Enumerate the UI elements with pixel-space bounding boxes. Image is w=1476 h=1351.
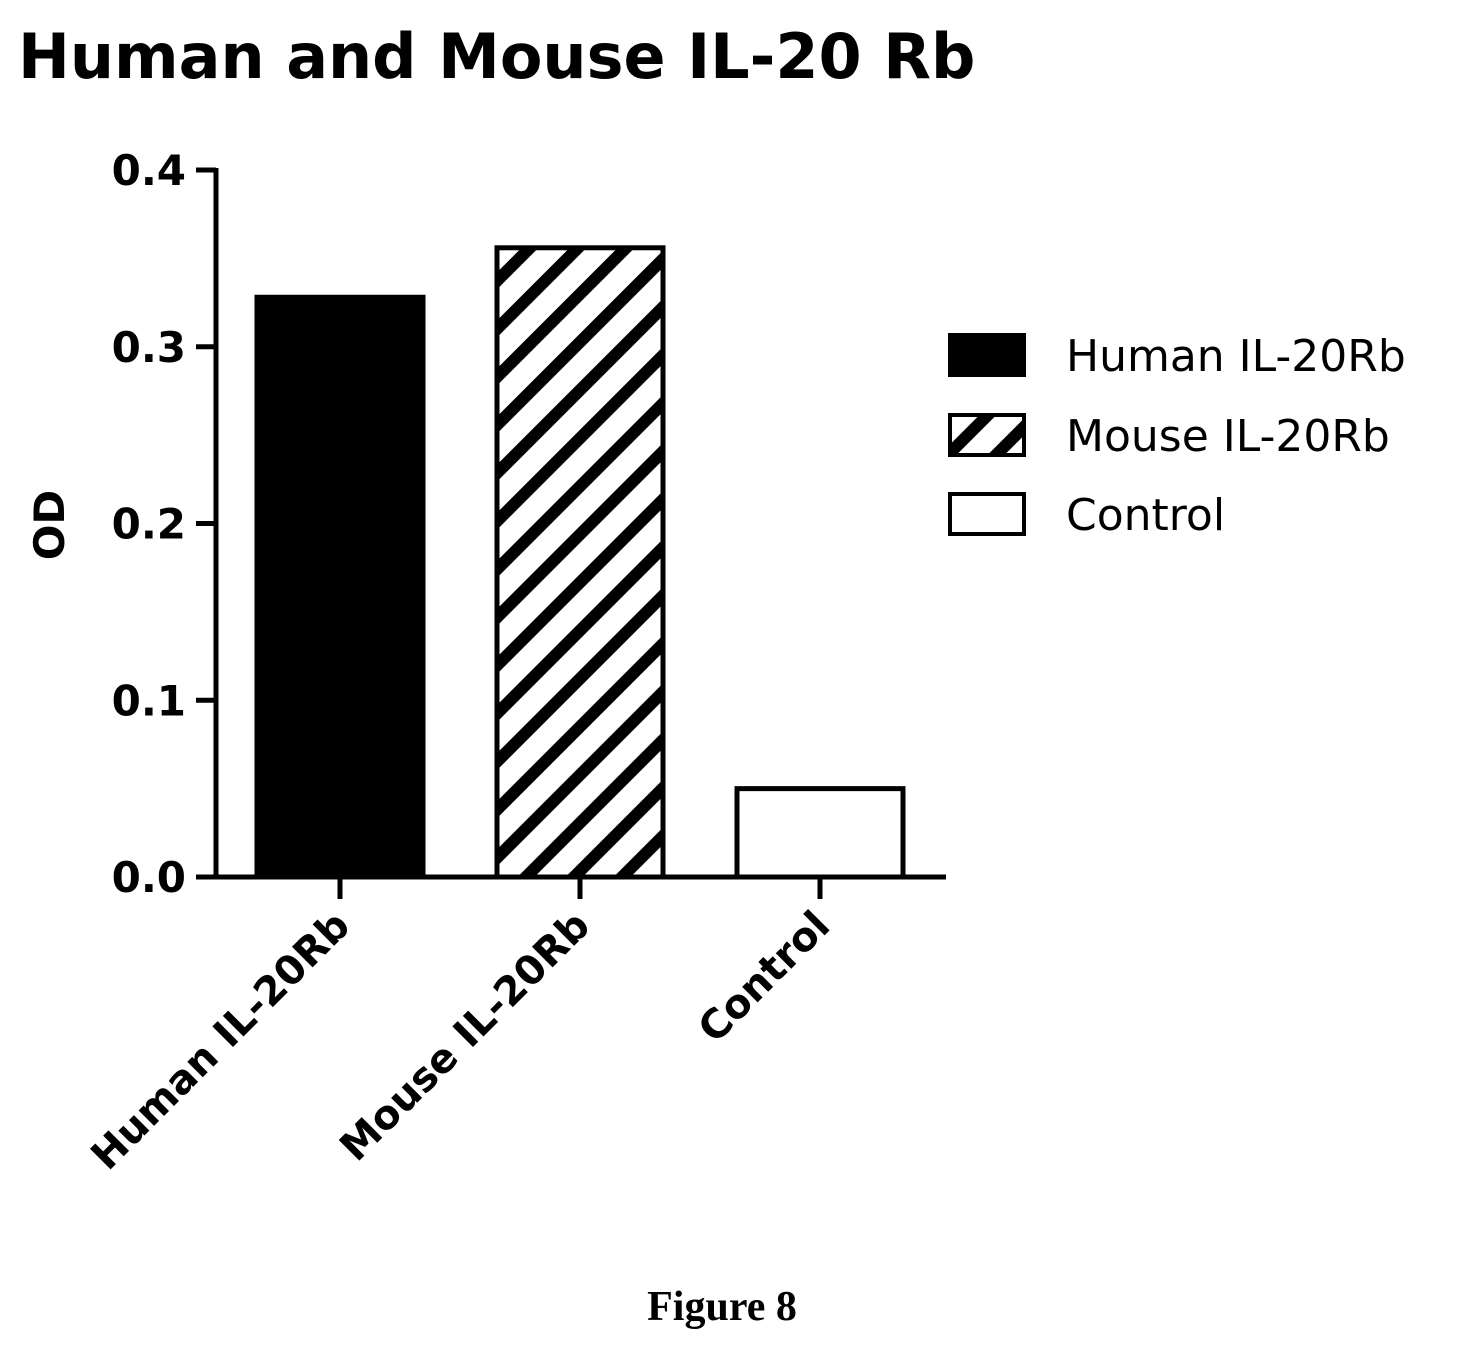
chart-title: Human and Mouse IL-20 Rb <box>18 20 975 93</box>
legend-label: Control <box>1066 490 1225 541</box>
legend-label: Human IL-20Rb <box>1066 331 1406 382</box>
bars <box>254 245 906 880</box>
figure-caption: Figure 8 <box>647 1284 797 1330</box>
bar-human-il-20rb <box>254 294 426 880</box>
x-tick-label: Human IL-20Rb <box>83 903 360 1180</box>
y-tick-label: 0.0 <box>112 853 186 902</box>
legend-swatch <box>948 413 1026 457</box>
legend-label: Mouse IL-20Rb <box>1066 411 1390 462</box>
bar-mouse-il-20rb <box>494 245 666 880</box>
y-axis-ticks: 0.0 0.1 0.2 0.3 0.4 <box>112 146 216 902</box>
x-tick-label: Control <box>690 903 839 1052</box>
x-tick-label: Mouse IL-20Rb <box>331 903 599 1171</box>
legend-swatch <box>948 333 1026 377</box>
y-tick-label: 0.2 <box>112 500 186 549</box>
x-axis-ticks <box>337 877 823 899</box>
y-axis-label: OD <box>25 490 74 561</box>
y-tick-label: 0.3 <box>112 323 186 372</box>
y-tick-label: 0.4 <box>112 146 186 195</box>
legend-swatch <box>948 492 1026 536</box>
legend: Human IL-20Rb Mouse IL-20Rb Control <box>948 331 1406 541</box>
bar-control <box>734 786 906 880</box>
y-tick-label: 0.1 <box>112 676 186 725</box>
